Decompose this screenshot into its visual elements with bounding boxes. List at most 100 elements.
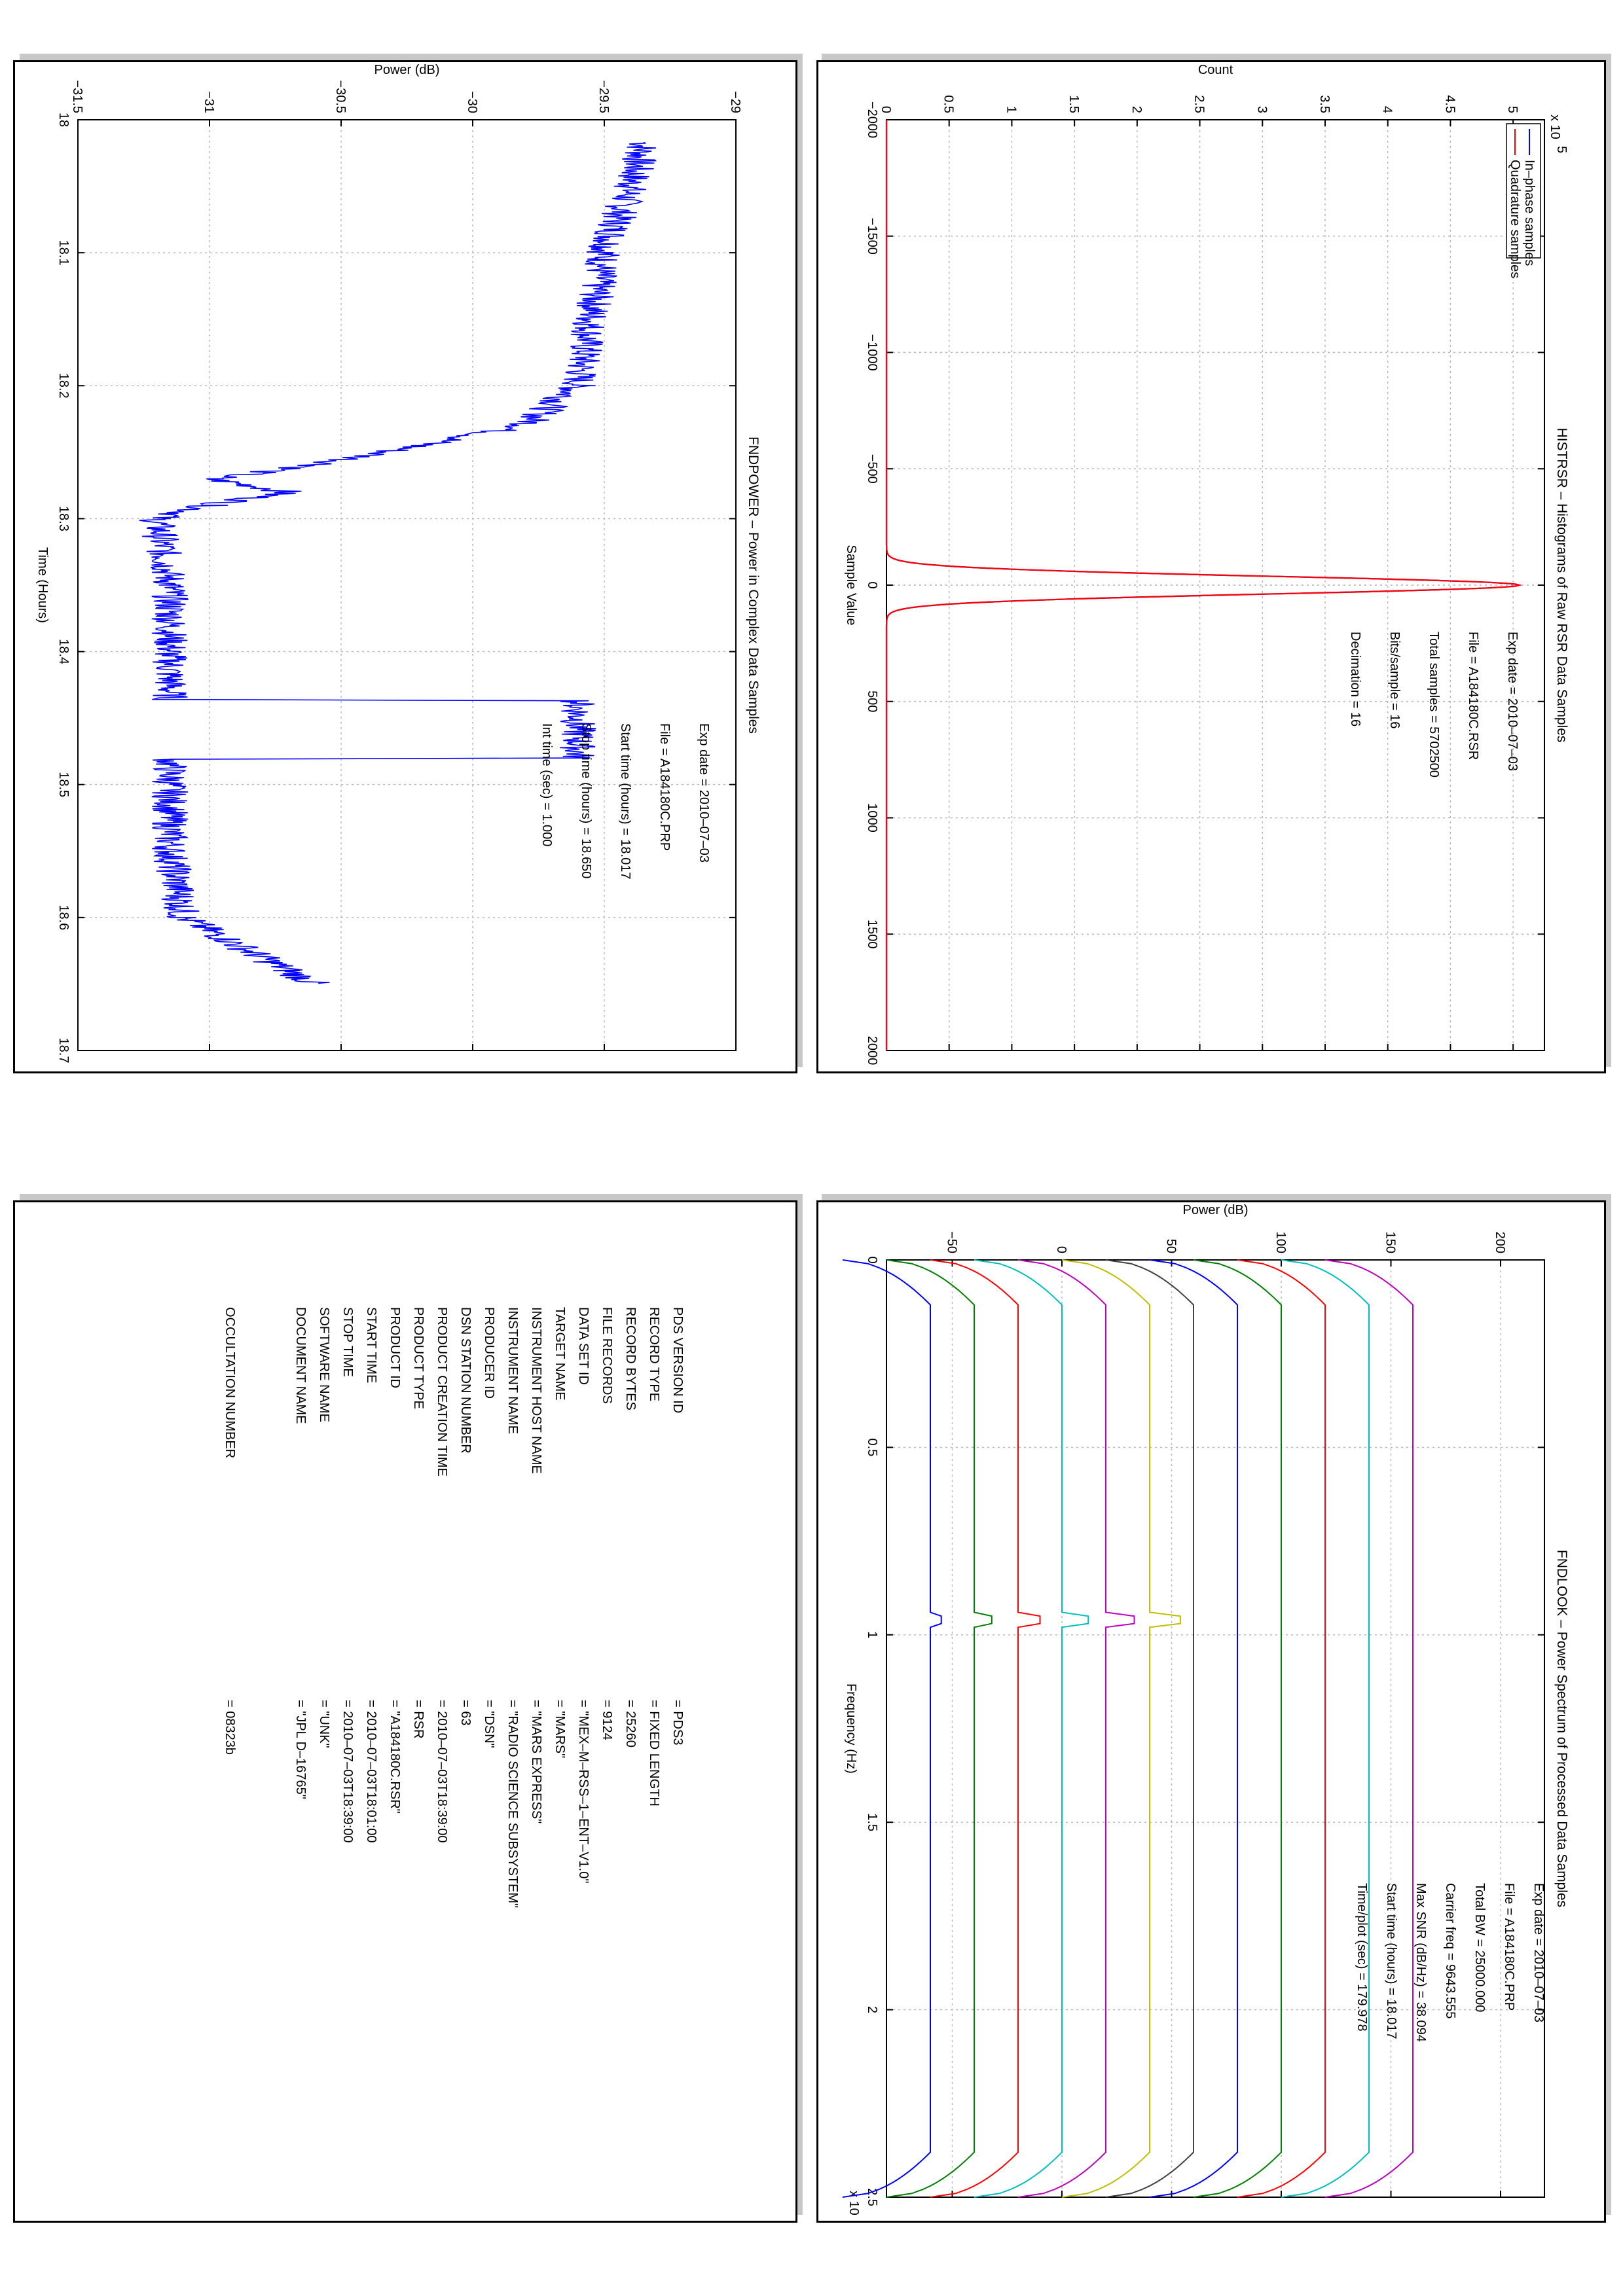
x-tick-label: 18.2 bbox=[56, 373, 71, 399]
x-tick-label: 18.7 bbox=[56, 1038, 71, 1064]
info-line: Max SNR (dB/Hz) = 38.094 bbox=[1413, 1883, 1428, 2042]
label-key: INSTRUMENT NAME bbox=[505, 1307, 520, 1434]
info-line: Carrier freq = 9643.555 bbox=[1443, 1883, 1457, 2018]
label-value: = "MARS EXPRESS" bbox=[529, 1700, 543, 1823]
y-tick-label: 0.5 bbox=[941, 95, 956, 113]
label-value: = 25260 bbox=[623, 1700, 638, 1748]
spectrum-series-line bbox=[1105, 1259, 1194, 2198]
label-value: = "MARS" bbox=[553, 1700, 567, 1758]
label-value: = 2010–07–03T18:01:00 bbox=[364, 1700, 378, 1843]
spectrum-series-line bbox=[842, 1259, 942, 2198]
label-key: PRODUCT ID bbox=[388, 1307, 402, 1388]
plot-frame bbox=[77, 119, 737, 1051]
chart-title: HISTRSR – Histograms of Raw RSR Data Sam… bbox=[1554, 428, 1569, 743]
label-value: = 9124 bbox=[600, 1700, 614, 1740]
label-key: OCCULTATION NUMBER bbox=[223, 1307, 237, 1458]
chart-title: FNDLOOK – Power Spectrum of Processed Da… bbox=[1554, 1550, 1569, 1907]
spectrum-series-line bbox=[1237, 1259, 1326, 2198]
label-key: INSTRUMENT HOST NAME bbox=[529, 1307, 543, 1474]
spectrum-series-line bbox=[1017, 1259, 1135, 2198]
y-tick-label: 3 bbox=[1254, 106, 1269, 113]
label-key: TARGET NAME bbox=[553, 1307, 567, 1401]
x-tick-label: 1.5 bbox=[865, 1813, 879, 1831]
y-tick-label: −29.5 bbox=[596, 80, 611, 113]
x-tick-label: 1000 bbox=[865, 803, 879, 833]
label-value: = 63 bbox=[458, 1700, 473, 1725]
info-line: Exp date = 2010–07–03 bbox=[1531, 1883, 1546, 2022]
x-tick-label: 0 bbox=[865, 1256, 879, 1263]
label-value: = "UNK" bbox=[317, 1700, 331, 1748]
info-line: File = A184180C.RSR bbox=[1466, 632, 1480, 760]
label-key: SOFTWARE NAME bbox=[317, 1307, 331, 1422]
label-key: FILE RECORDS bbox=[600, 1307, 614, 1404]
spectrum-series-line bbox=[930, 1259, 1041, 2198]
label-key: RECORD TYPE bbox=[647, 1307, 661, 1401]
y-tick-label: 1 bbox=[1004, 106, 1018, 113]
x-tick-label: −2000 bbox=[865, 101, 879, 138]
spectrum-series-line bbox=[1149, 1259, 1238, 2198]
histogram-chart: −2000 −1500 −1000 −500 0 500 1000 1500 2000 0 0.5 1… bbox=[844, 63, 1569, 1065]
info-line: Total BW = 25000.000 bbox=[1472, 1883, 1487, 2012]
label-key: START TIME bbox=[364, 1307, 378, 1383]
label-value: = 2010–07–03T18:39:00 bbox=[340, 1700, 355, 1843]
info-line: Bits/sample = 16 bbox=[1387, 632, 1402, 728]
info-line: Int time (sec) = 1.000 bbox=[539, 723, 554, 846]
label-value: = "A184180C.RSR" bbox=[388, 1700, 402, 1814]
legend-box bbox=[1506, 123, 1541, 259]
spectrum-series-line bbox=[974, 1259, 1089, 2198]
x-tick-label: 18 bbox=[56, 113, 71, 127]
y-tick-label: 2.5 bbox=[1192, 95, 1207, 113]
x-tick-label: −1000 bbox=[865, 334, 879, 370]
power-series-line bbox=[139, 141, 657, 984]
x-tick-label: 0 bbox=[865, 581, 879, 588]
label-key: PDS VERSION ID bbox=[670, 1307, 685, 1413]
x-tick-label: 18.3 bbox=[56, 506, 71, 531]
x-tick-label: 1500 bbox=[865, 920, 879, 949]
y-tick-label: −50 bbox=[945, 1231, 959, 1253]
label-value: = 08323b bbox=[223, 1700, 237, 1755]
info-line: Exp date = 2010–07–03 bbox=[1505, 632, 1520, 771]
x-tick-label: 18.1 bbox=[56, 240, 71, 266]
x-tick-label: 18.4 bbox=[56, 639, 71, 664]
label-value: = "MEX–M–RSS–1–ENT–V1.0" bbox=[576, 1700, 591, 1883]
x-tick-label: −1500 bbox=[865, 218, 879, 255]
x-tick-label: 2 bbox=[865, 2006, 879, 2013]
label-value: = RSR bbox=[411, 1700, 426, 1738]
y-tick-label: 150 bbox=[1383, 1232, 1398, 1253]
y-tick-label: 4.5 bbox=[1442, 95, 1457, 113]
label-key: RECORD BYTES bbox=[623, 1307, 638, 1410]
x-tick-label: 500 bbox=[865, 691, 879, 712]
y-tick-label: 200 bbox=[1493, 1232, 1507, 1253]
info-line: File = A184180C.PRP bbox=[657, 723, 672, 851]
y-tick-label: 5 bbox=[1505, 106, 1520, 113]
x-tick-label: −500 bbox=[865, 454, 879, 484]
histogram-panel bbox=[816, 60, 1606, 1073]
y-tick-label: 0 bbox=[879, 106, 893, 113]
label-key: DSN STATION NUMBER bbox=[458, 1307, 473, 1454]
info-line: Total samples = 5702500 bbox=[1427, 632, 1441, 778]
y-tick-label: 0 bbox=[1054, 1246, 1068, 1253]
label-key: PRODUCT TYPE bbox=[411, 1307, 426, 1409]
label-value: = PDS3 bbox=[670, 1700, 685, 1745]
y-tick-label: −31.5 bbox=[70, 80, 84, 113]
label-key: STOP TIME bbox=[340, 1307, 355, 1377]
spectrum-series-line bbox=[1061, 1259, 1181, 2198]
label-key: PRODUCT CREATION TIME bbox=[435, 1307, 449, 1477]
x-multiplier: x 10 bbox=[847, 2191, 861, 2215]
info-line: Stop time (hours) = 18.650 bbox=[579, 723, 593, 878]
label-key: DOCUMENT NAME bbox=[293, 1307, 308, 1424]
x-tick-label: 18.5 bbox=[56, 772, 71, 797]
info-line: Start time (hours) = 18.017 bbox=[1384, 1883, 1398, 2039]
y-tick-label: 2 bbox=[1129, 106, 1144, 113]
y-tick-label: 50 bbox=[1164, 1239, 1178, 1253]
quadrature-series-line bbox=[885, 120, 1523, 1050]
x-tick-label: 0.5 bbox=[865, 1438, 879, 1456]
power-panel bbox=[13, 60, 797, 1073]
label-value: = FIXED LENGTH bbox=[647, 1700, 661, 1806]
label-table: PDS VERSION ID = PDS3 RECORD TYPE = FIXED L… bbox=[223, 1307, 685, 1908]
legend-quadrature-label: Quadrature samples bbox=[1508, 160, 1522, 278]
x-axis-label: Frequency (Hz) bbox=[844, 1683, 858, 1774]
spectrum-series-line bbox=[1324, 1259, 1413, 2198]
power-chart: 18 18.1 18.2 18.3 18.4 18.5 18.6 18.7 −31.5 −31 −3… bbox=[35, 63, 761, 1064]
info-line: File = A184180C.PRP bbox=[1502, 1883, 1516, 2011]
